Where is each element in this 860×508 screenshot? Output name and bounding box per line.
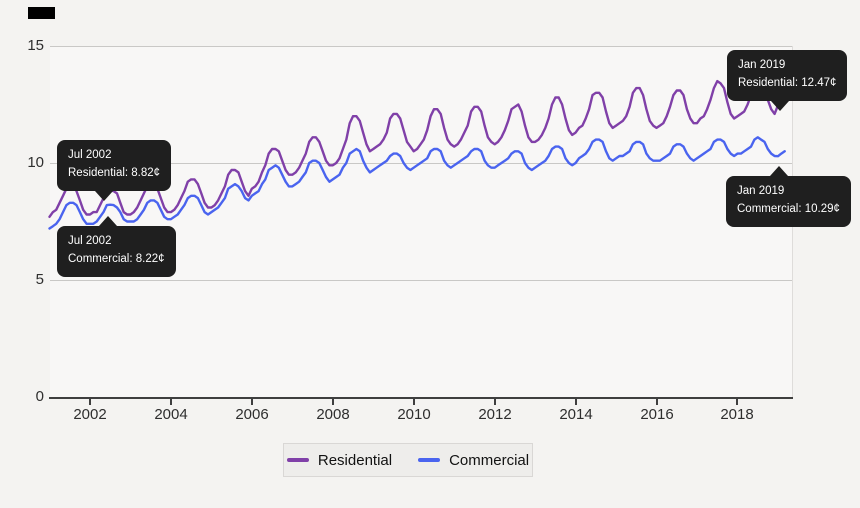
tooltip-jan2019-residential: Jan 2019 Residential: 12.47¢	[727, 50, 848, 111]
x-tick-mark-2016	[656, 399, 658, 405]
tooltip-value: Residential: 12.47¢	[738, 76, 837, 89]
tooltip-date: Jan 2019	[738, 59, 786, 71]
legend-item-residential[interactable]: Residential	[286, 451, 393, 469]
tooltip-date: Jan 2019	[737, 185, 785, 197]
tooltip-value: Commercial: 10.29¢	[737, 202, 840, 215]
tooltip-jul2002-residential: Jul 2002 Residential: 8.82¢	[57, 140, 172, 201]
legend-label: Commercial	[449, 451, 530, 469]
commercial-line[interactable]	[48, 136, 786, 230]
legend-label: Residential	[317, 451, 393, 469]
corner-artifact	[28, 7, 55, 19]
tooltip-jul2002-commercial: Jul 2002 Commercial: 8.22¢	[57, 216, 176, 277]
tooltip-caret	[770, 166, 788, 176]
gridline-5	[50, 280, 792, 281]
x-tick-label-2016: 2016	[640, 406, 674, 423]
x-axis-line	[49, 397, 793, 399]
y-tick-label-5: 5	[35, 271, 44, 288]
x-tick-mark-2004	[170, 399, 172, 405]
gridline-15	[50, 46, 792, 47]
x-tick-label-2002: 2002	[73, 406, 107, 423]
tooltip-date: Jul 2002	[68, 149, 112, 161]
x-tick-mark-2012	[494, 399, 496, 405]
x-tick-label-2014: 2014	[559, 406, 593, 423]
tooltip-value: Residential: 8.82¢	[68, 166, 161, 179]
plot-area	[50, 46, 793, 397]
x-tick-label-2012: 2012	[478, 406, 512, 423]
tooltip-date: Jul 2002	[68, 235, 112, 247]
tooltip-caret	[99, 216, 117, 226]
x-tick-mark-2006	[251, 399, 253, 405]
x-tick-mark-2010	[413, 399, 415, 405]
x-tick-mark-2018	[736, 399, 738, 405]
legend-item-commercial[interactable]: Commercial	[418, 452, 529, 469]
y-tick-label-10: 10	[27, 154, 44, 171]
tooltip-caret	[771, 100, 789, 111]
x-tick-mark-2014	[575, 399, 577, 405]
tooltip-value: Commercial: 8.22¢	[68, 252, 165, 265]
x-tick-label-2018: 2018	[720, 406, 754, 423]
residential-line[interactable]	[48, 77, 786, 219]
y-tick-label-15: 15	[27, 37, 44, 54]
x-tick-label-2010: 2010	[397, 406, 431, 423]
x-tick-label-2006: 2006	[235, 406, 269, 423]
x-tick-label-2008: 2008	[316, 406, 350, 423]
tooltip-caret	[95, 190, 113, 201]
x-tick-label-2004: 2004	[154, 406, 188, 423]
commercial-swatch	[418, 458, 441, 462]
x-tick-mark-2008	[332, 399, 334, 405]
tooltip-jan2019-commercial: Jan 2019 Commercial: 10.29¢	[726, 166, 851, 227]
residential-swatch	[286, 458, 309, 462]
y-tick-label-0: 0	[35, 388, 44, 405]
x-tick-mark-2002	[89, 399, 91, 405]
chart-legend: Residential Commercial	[283, 443, 533, 477]
